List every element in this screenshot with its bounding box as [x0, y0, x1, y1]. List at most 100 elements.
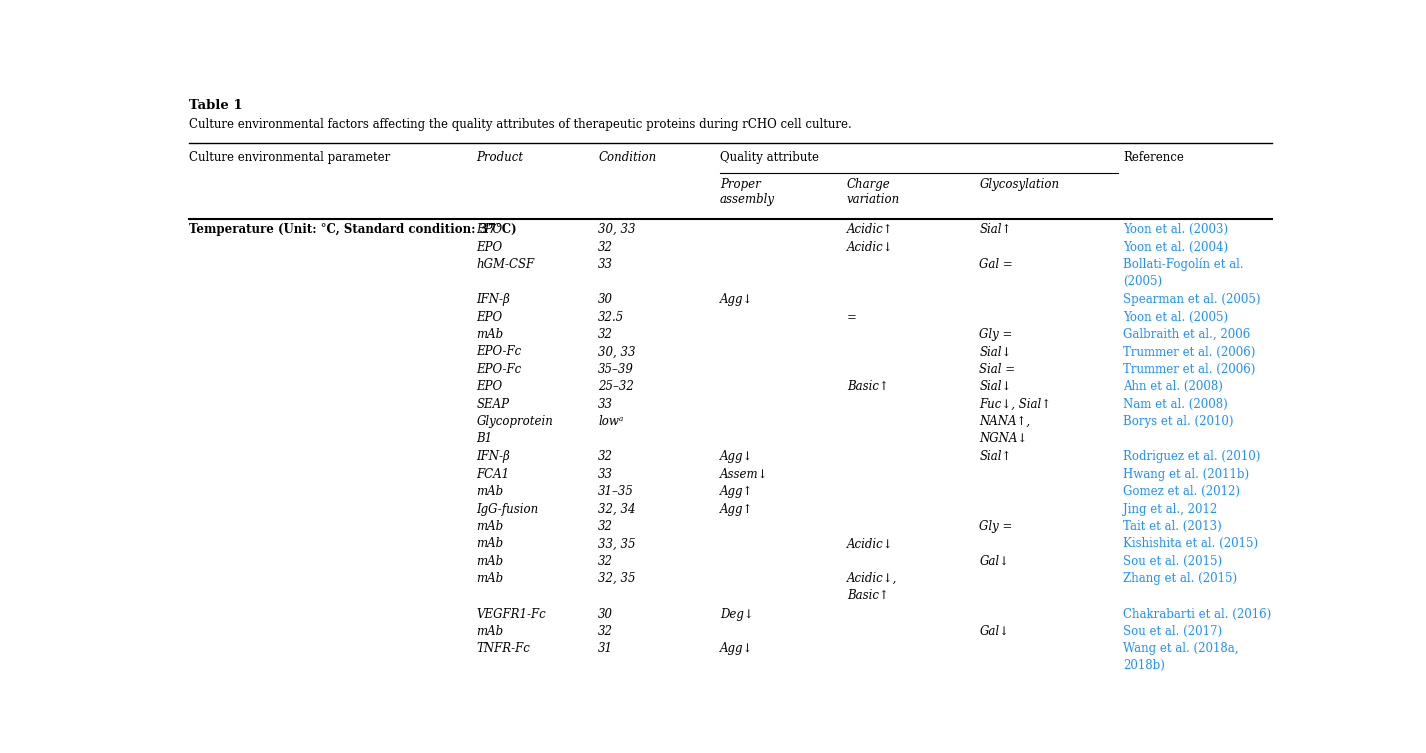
Text: 32: 32 [599, 328, 613, 341]
Text: Zhang et al. (2015): Zhang et al. (2015) [1124, 572, 1238, 585]
Text: 33: 33 [599, 398, 613, 410]
Text: Basic↑: Basic↑ [847, 380, 888, 393]
Text: Acidic↓: Acidic↓ [847, 538, 894, 550]
Text: 31: 31 [599, 642, 613, 655]
Text: Glycoprotein
B1: Glycoprotein B1 [476, 415, 553, 444]
Text: Trummer et al. (2006): Trummer et al. (2006) [1124, 346, 1255, 358]
Text: 35–39: 35–39 [599, 363, 635, 376]
Text: 32: 32 [599, 520, 613, 533]
Text: VEGFR1-Fc: VEGFR1-Fc [476, 608, 546, 620]
Text: IgG-fusion: IgG-fusion [476, 502, 539, 516]
Text: mAb: mAb [476, 625, 503, 638]
Text: =: = [847, 311, 857, 324]
Text: EPO: EPO [476, 240, 503, 254]
Text: 30, 33: 30, 33 [599, 223, 636, 236]
Text: EPO-Fc: EPO-Fc [476, 346, 522, 358]
Text: Gly =: Gly = [980, 328, 1012, 341]
Text: IFN-β: IFN-β [476, 294, 511, 306]
Text: Sou et al. (2015): Sou et al. (2015) [1124, 555, 1222, 568]
Text: Charge
variation: Charge variation [847, 178, 900, 206]
Text: hGM-CSF: hGM-CSF [476, 258, 535, 271]
Text: Sial↑: Sial↑ [980, 450, 1012, 463]
Text: Yoon et al. (2003): Yoon et al. (2003) [1124, 223, 1228, 236]
Text: Yoon et al. (2005): Yoon et al. (2005) [1124, 311, 1228, 324]
Text: Borys et al. (2010): Borys et al. (2010) [1124, 415, 1233, 428]
Text: NANA↑,
NGNA↓: NANA↑, NGNA↓ [980, 415, 1031, 444]
Text: Sou et al. (2017): Sou et al. (2017) [1124, 625, 1222, 638]
Text: 32, 34: 32, 34 [599, 502, 636, 516]
Text: FCA1: FCA1 [476, 468, 509, 481]
Text: 33, 35: 33, 35 [599, 538, 636, 550]
Text: Jing et al., 2012: Jing et al., 2012 [1124, 502, 1218, 516]
Text: 30: 30 [599, 294, 613, 306]
Text: 32: 32 [599, 625, 613, 638]
Text: Kishishita et al. (2015): Kishishita et al. (2015) [1124, 538, 1258, 550]
Text: 25–32: 25–32 [599, 380, 635, 393]
Text: Ahn et al. (2008): Ahn et al. (2008) [1124, 380, 1224, 393]
Text: Agg↑: Agg↑ [720, 502, 753, 516]
Text: Gomez et al. (2012): Gomez et al. (2012) [1124, 485, 1241, 498]
Text: 31–35: 31–35 [599, 485, 635, 498]
Text: Condition: Condition [599, 151, 656, 164]
Text: Gal↓: Gal↓ [980, 555, 1010, 568]
Text: mAb: mAb [476, 555, 503, 568]
Text: Yoon et al. (2004): Yoon et al. (2004) [1124, 240, 1228, 254]
Text: 33: 33 [599, 258, 613, 271]
Text: Trummer et al. (2006): Trummer et al. (2006) [1124, 363, 1255, 376]
Text: Spearman et al. (2005): Spearman et al. (2005) [1124, 294, 1261, 306]
Text: 30, 33: 30, 33 [599, 346, 636, 358]
Text: Wang et al. (2018a,
2018b): Wang et al. (2018a, 2018b) [1124, 642, 1239, 672]
Text: TNFR-Fc: TNFR-Fc [476, 642, 530, 655]
Text: Bollati-Fogolín et al.
(2005): Bollati-Fogolín et al. (2005) [1124, 258, 1243, 288]
Text: EPO: EPO [476, 223, 503, 236]
Text: 30: 30 [599, 608, 613, 620]
Text: Reference: Reference [1124, 151, 1184, 164]
Text: Proper
assembly: Proper assembly [720, 178, 774, 206]
Text: 32, 35: 32, 35 [599, 572, 636, 585]
Text: Deg↓: Deg↓ [720, 608, 753, 620]
Text: 32.5: 32.5 [599, 311, 625, 324]
Text: Glycosylation: Glycosylation [980, 178, 1060, 191]
Text: Gal =: Gal = [980, 258, 1014, 271]
Text: Culture environmental factors affecting the quality attributes of therapeutic pr: Culture environmental factors affecting … [190, 118, 853, 131]
Text: Acidic↑: Acidic↑ [847, 223, 894, 236]
Text: 33: 33 [599, 468, 613, 481]
Text: Agg↑: Agg↑ [720, 485, 753, 498]
Text: 32: 32 [599, 555, 613, 568]
Text: Quality attribute: Quality attribute [720, 151, 819, 164]
Text: Agg↓: Agg↓ [720, 642, 753, 655]
Text: Hwang et al. (2011b): Hwang et al. (2011b) [1124, 468, 1249, 481]
Text: mAb: mAb [476, 538, 503, 550]
Text: EPO: EPO [476, 311, 503, 324]
Text: Acidic↓,
Basic↑: Acidic↓, Basic↑ [847, 572, 897, 602]
Text: Sial↓: Sial↓ [980, 380, 1012, 393]
Text: Agg↓: Agg↓ [720, 450, 753, 463]
Text: Assem↓: Assem↓ [720, 468, 769, 481]
Text: Sial =: Sial = [980, 363, 1015, 376]
Text: mAb: mAb [476, 520, 503, 533]
Text: SEAP: SEAP [476, 398, 509, 410]
Text: Product: Product [476, 151, 523, 164]
Text: Fuc↓, Sial↑: Fuc↓, Sial↑ [980, 398, 1051, 410]
Text: 32: 32 [599, 450, 613, 463]
Text: Gly =: Gly = [980, 520, 1012, 533]
Text: Sial↓: Sial↓ [980, 346, 1012, 358]
Text: 32: 32 [599, 240, 613, 254]
Text: Sial↑: Sial↑ [980, 223, 1012, 236]
Text: mAb: mAb [476, 572, 503, 585]
Text: Galbraith et al., 2006: Galbraith et al., 2006 [1124, 328, 1251, 341]
Text: Gal↓: Gal↓ [980, 625, 1010, 638]
Text: Acidic↓: Acidic↓ [847, 240, 894, 254]
Text: Tait et al. (2013): Tait et al. (2013) [1124, 520, 1222, 533]
Text: Temperature (Unit: °C, Standard condition: 37°C): Temperature (Unit: °C, Standard conditio… [190, 223, 518, 236]
Text: Table 1: Table 1 [190, 99, 242, 112]
Text: Culture environmental parameter: Culture environmental parameter [190, 151, 391, 164]
Text: mAb: mAb [476, 485, 503, 498]
Text: lowᵃ: lowᵃ [599, 415, 623, 428]
Text: Chakrabarti et al. (2016): Chakrabarti et al. (2016) [1124, 608, 1272, 620]
Text: IFN-β: IFN-β [476, 450, 511, 463]
Text: Agg↓: Agg↓ [720, 294, 753, 306]
Text: Nam et al. (2008): Nam et al. (2008) [1124, 398, 1228, 410]
Text: EPO-Fc: EPO-Fc [476, 363, 522, 376]
Text: EPO: EPO [476, 380, 503, 393]
